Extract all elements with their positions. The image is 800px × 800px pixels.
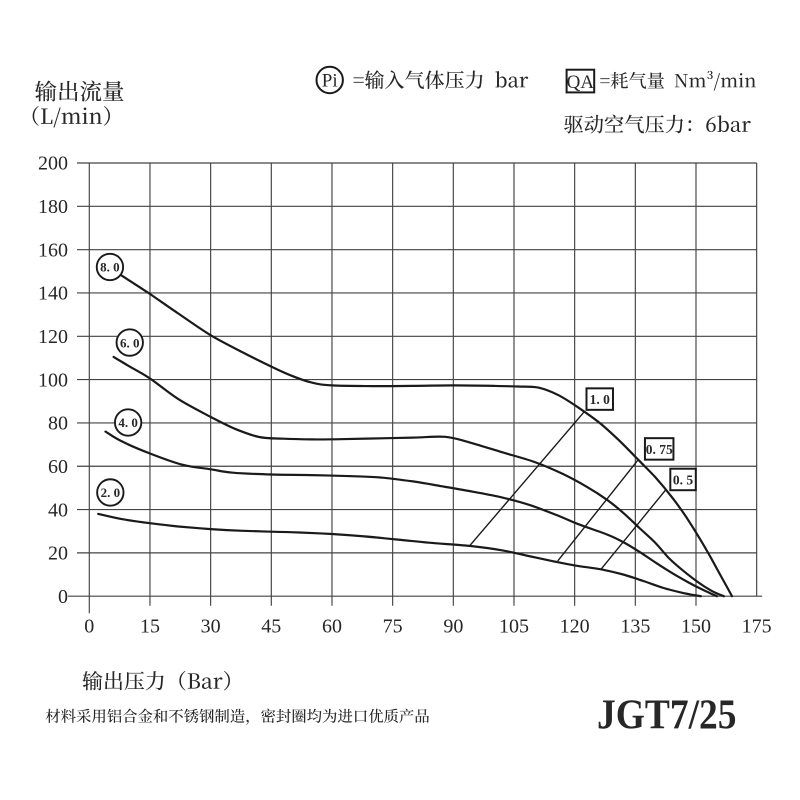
x-tick-label: 45 (261, 616, 281, 638)
material-note (45, 708, 430, 725)
qa-label-box (669, 467, 697, 492)
qa-label-text: 0. 75 (646, 442, 673, 457)
drive-note (564, 114, 751, 134)
qa-label-QA=0.5: 0. 5 (669, 467, 697, 492)
qa-label-text: 0. 5 (673, 472, 694, 487)
y-tick-label: 160 (38, 239, 68, 261)
curve-Pi=2.0 (97, 512, 702, 598)
y-tick-label: 60 (48, 456, 68, 478)
x-tick-label: 135 (620, 616, 650, 638)
series-label-Pi=4.0: 4. 0 (113, 408, 143, 437)
x-tick-label: 175 (742, 616, 772, 638)
legend-pi-text-glyphs (353, 70, 529, 90)
flow-axis-title-glyphs (34, 80, 124, 102)
tick-layer: 0 15 30 45 60 75 90 105 120 135 150 175 0 20 40 60 80 100… (38, 153, 772, 638)
qa-label-QA=0.75: 0. 75 (643, 437, 675, 461)
model-designation: JGT7/25 (597, 693, 737, 739)
y-tick-label: 120 (38, 326, 68, 348)
series-label-text: 6. 0 (120, 335, 140, 350)
qa-line-QA=0.75 (557, 459, 639, 562)
series-label-circle (95, 252, 125, 282)
x-tick-label: 75 (383, 616, 403, 638)
curve-Pi=8.0 (120, 274, 734, 598)
flow-axis-unit (32, 106, 110, 128)
series-label-text: 2. 0 (101, 485, 121, 500)
qa-line-QA=1.0 (468, 411, 585, 547)
y-tick-label: 20 (48, 543, 68, 565)
qa-label-box (585, 387, 614, 411)
y-tick-label: 80 (48, 413, 68, 435)
material-note-glyphs (45, 708, 430, 725)
pressure-axis-title-glyphs (82, 670, 230, 691)
series-label-text: 8. 0 (100, 260, 120, 275)
series-label-Pi=8.0: 8. 0 (95, 252, 125, 282)
legend-pi-text (353, 70, 529, 90)
series-label-Pi=6.0: 6. 0 (115, 328, 144, 357)
qa-label-QA=1.0: 1. 0 (585, 387, 614, 411)
series-label-circle (113, 408, 143, 437)
x-tick-label: 15 (140, 616, 160, 638)
qa-line-QA=0.5 (600, 488, 667, 570)
y-tick-label: 40 (48, 499, 68, 521)
y-tick-label: 140 (38, 283, 68, 305)
series-label-circle (115, 328, 144, 357)
x-tick-label: 0 (84, 616, 94, 638)
y-tick-label: 180 (38, 196, 68, 218)
y-tick-label: 200 (38, 153, 68, 175)
x-tick-label: 90 (443, 616, 463, 638)
qa-symbol: QA (567, 72, 595, 93)
legend-qa: QA =耗气量 Nm³/min (565, 68, 756, 94)
qa-symbol-box (565, 68, 596, 94)
drive-note-glyphs (564, 114, 751, 134)
pressure-axis-title (82, 670, 230, 691)
curve-Pi=4.0 (104, 430, 719, 598)
qa-label-box (643, 437, 675, 461)
series-label-circle (96, 478, 125, 507)
legend-qa-text (600, 70, 756, 91)
flow-axis-unit-glyphs (32, 106, 110, 128)
series-label-Pi=2.0: 2. 0 (96, 478, 125, 507)
curve-layer (97, 274, 734, 598)
pi-symbol-circle (315, 65, 344, 95)
flow-axis-title (34, 80, 124, 102)
y-tick-label: 0 (58, 586, 68, 608)
x-tick-label: 150 (681, 616, 711, 638)
x-tick-label: 60 (322, 616, 342, 638)
pi-symbol: Pi (322, 71, 338, 92)
qa-label-text: 1. 0 (590, 392, 611, 407)
x-tick-label: 30 (201, 616, 221, 638)
label-layer: 8. 0 6. 0 4. 0 2. 0 1. 0 0. 750. 5 (95, 252, 697, 507)
x-tick-label: 120 (560, 616, 590, 638)
x-tick-label: 105 (499, 616, 529, 638)
y-tick-label: 100 (38, 369, 68, 391)
curve-Pi=6.0 (112, 355, 725, 598)
series-label-text: 4. 0 (118, 415, 138, 430)
legend-pi: Pi =输入气体压力 bar (315, 65, 529, 95)
legend-qa-text-glyphs (600, 70, 756, 91)
